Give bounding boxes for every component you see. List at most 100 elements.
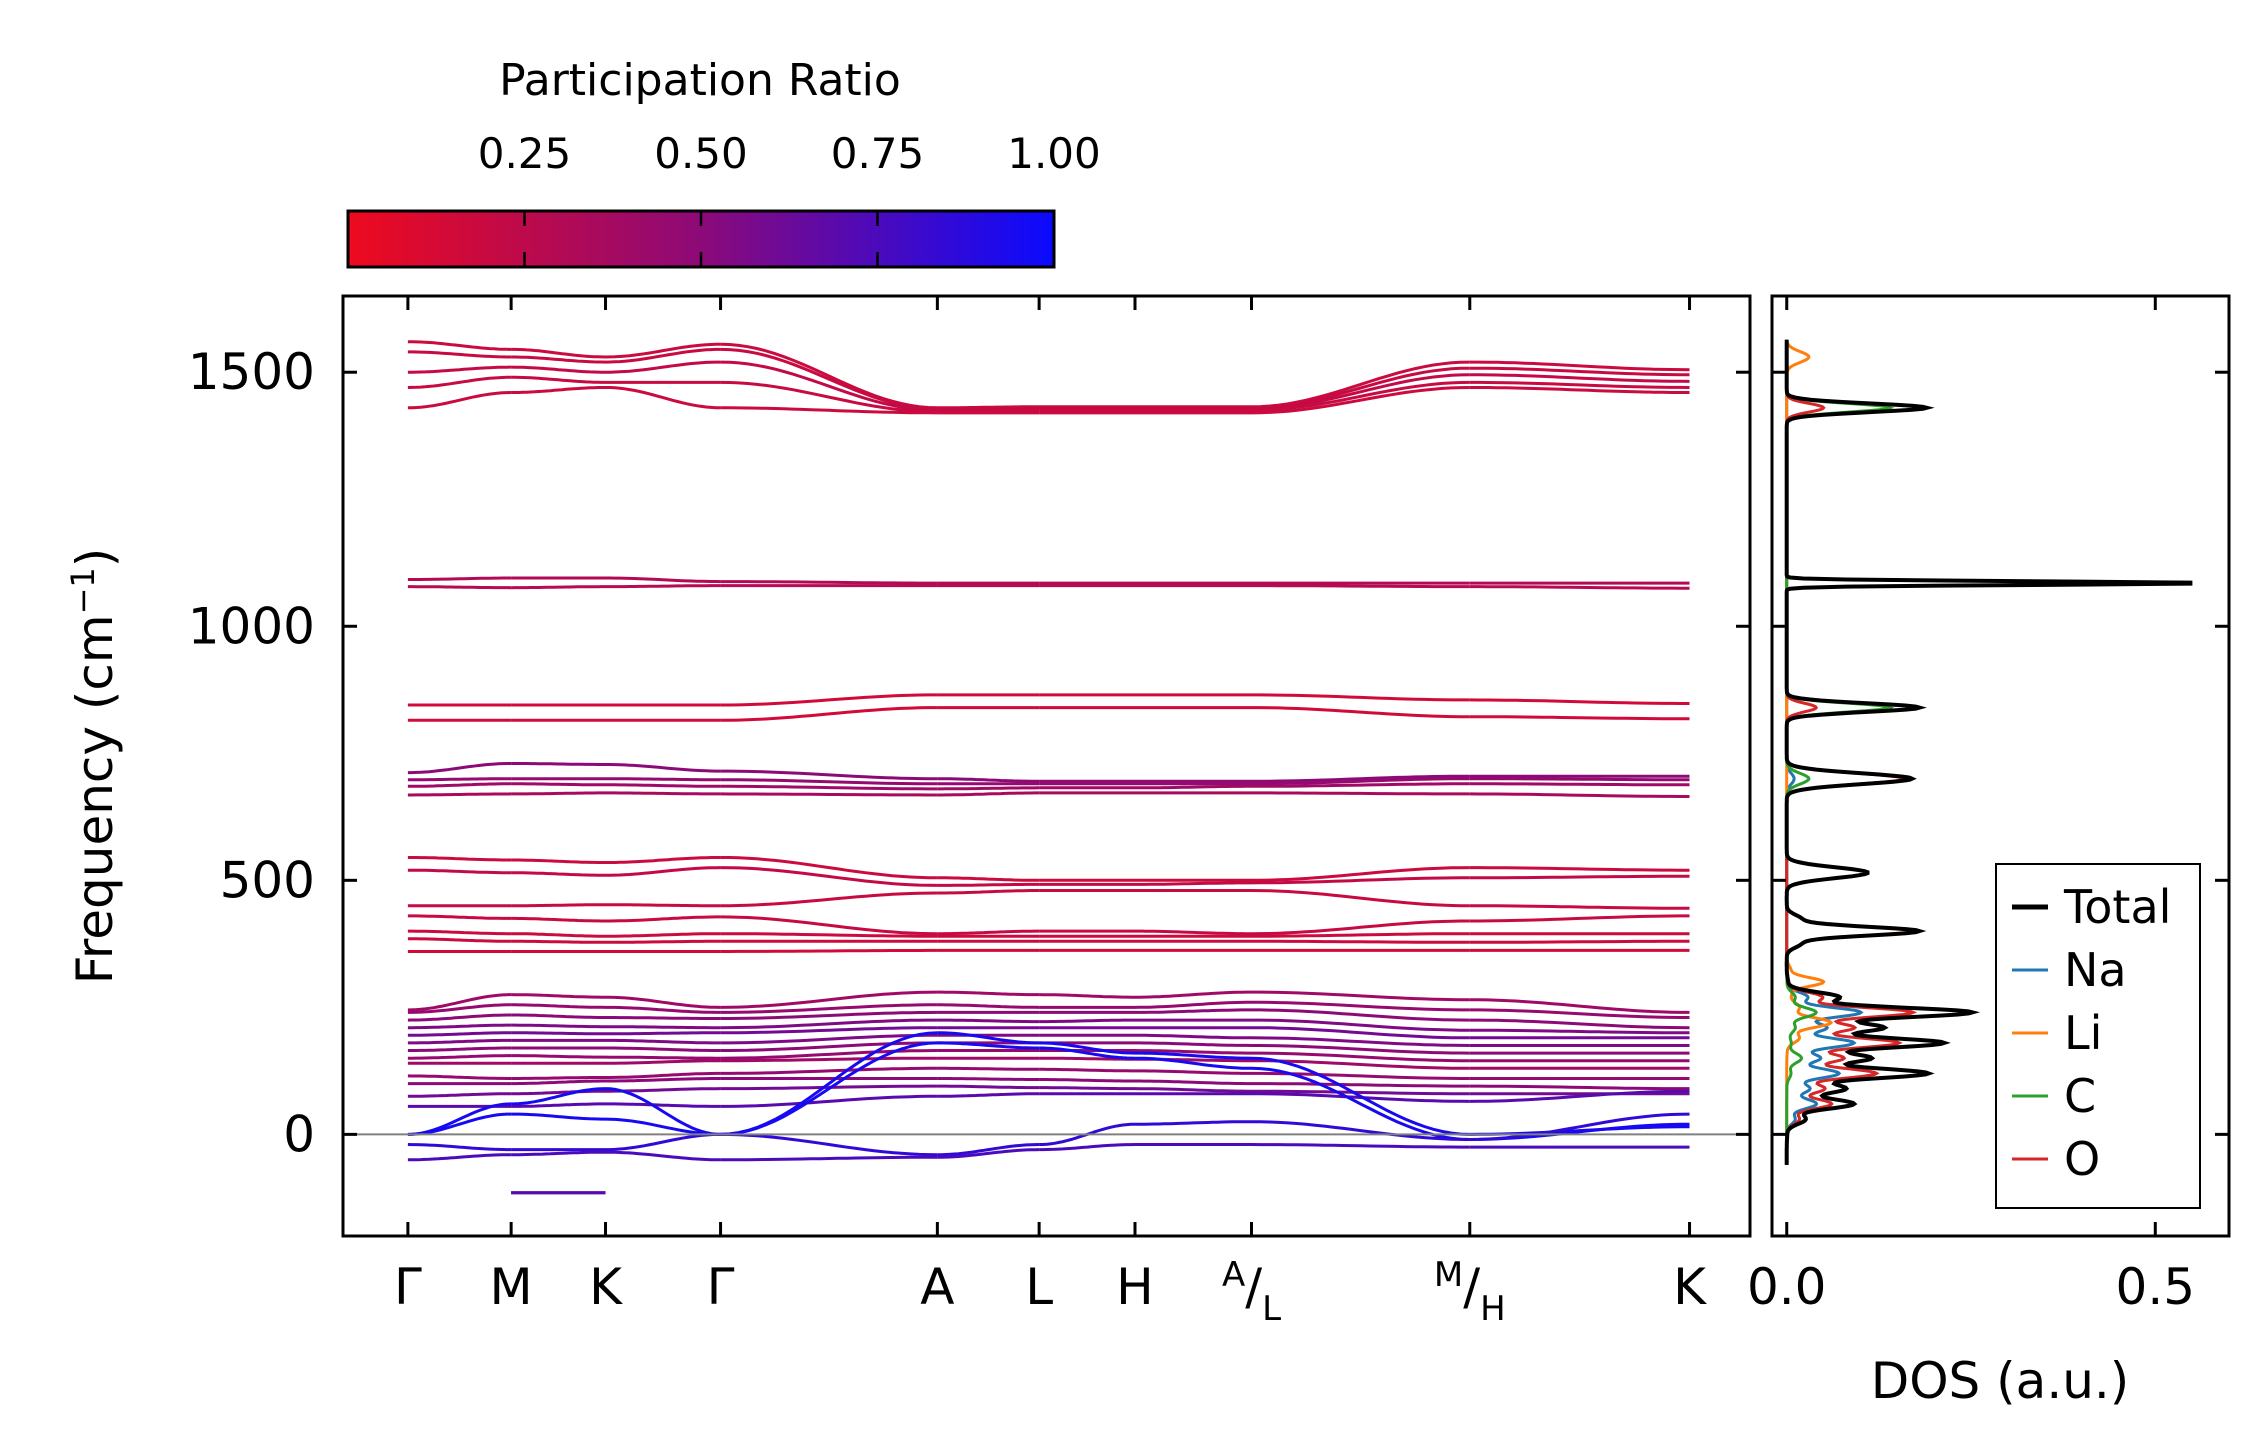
- colorbar-tick-label: 0.25: [478, 129, 572, 178]
- band-segment: [1039, 1056, 1135, 1061]
- band-soft-mode-2: [407, 1143, 1690, 1162]
- band-segment: [605, 1132, 721, 1152]
- band-segment: [511, 1013, 606, 1019]
- band-segment: [511, 1150, 606, 1157]
- band-segment: [937, 1084, 1040, 1090]
- kpoint-label: A/L: [1222, 1255, 1281, 1329]
- band-segment: [511, 782, 606, 787]
- band-segment: [407, 576, 512, 581]
- band-segment: [720, 1010, 938, 1020]
- band-segment: [720, 360, 938, 412]
- band-segment: [937, 1003, 1040, 1009]
- band-segment: [1469, 874, 1690, 880]
- band-segment: [1135, 881, 1252, 886]
- kpoint-label-super: A: [1222, 1255, 1245, 1295]
- band-segment: [720, 706, 938, 722]
- band-band-680: [407, 782, 1690, 791]
- band-segment: [407, 1031, 512, 1037]
- dos-x-tick-label: 0.0: [1747, 1258, 1827, 1316]
- band-segment: [605, 763, 721, 773]
- band-segment: [407, 1054, 512, 1060]
- band-band-480: [407, 889, 1690, 910]
- band-segment: [720, 1041, 938, 1136]
- kpoint-label: K: [589, 1258, 623, 1316]
- band-segment: [937, 990, 1040, 997]
- band-y-tick-label: 1000: [188, 597, 315, 655]
- band-segment: [511, 939, 606, 944]
- legend-label-total: Total: [2063, 880, 2171, 934]
- band-segment: [1251, 1120, 1470, 1141]
- band-segment: [937, 1041, 1040, 1050]
- legend-items: Total Na Li CO: [2012, 880, 2171, 1186]
- band-segment: [1469, 698, 1690, 705]
- band-band-230: [407, 1008, 1690, 1030]
- band-segment: [1039, 993, 1135, 999]
- band-segment: [1135, 990, 1252, 999]
- band-segment: [407, 585, 512, 590]
- band-segment: [511, 1076, 606, 1080]
- dos-lines: [1784, 339, 2193, 1165]
- band-band-1455: [407, 375, 1690, 414]
- band-segment: [1469, 1084, 1690, 1091]
- band-segment: [1251, 1143, 1470, 1149]
- band-soft-mode-1: [407, 1112, 1690, 1157]
- band-segment: [1039, 1143, 1136, 1152]
- dos-curve-total: [1784, 339, 2193, 1165]
- band-band-180: [407, 1033, 1690, 1047]
- band-segment: [937, 791, 1040, 797]
- band-band-430: [407, 914, 1690, 936]
- band-segment: [1039, 1041, 1136, 1055]
- band-segment: [605, 360, 721, 374]
- dos-curve-c: [1785, 339, 1895, 1165]
- band-segment: [937, 889, 1040, 895]
- band-band-395: [407, 929, 1690, 938]
- band-segment: [720, 693, 938, 707]
- band-segment: [511, 347, 606, 359]
- colorbar-tick-label: 0.50: [654, 129, 748, 178]
- band-segment: [511, 993, 606, 999]
- band-segment: [1469, 792, 1690, 798]
- band-segment: [720, 1003, 938, 1014]
- band-band-1075: [407, 584, 1690, 590]
- dos-panel: 0.0 0.5 DOS (a.u.) Total Na Li CO: [1747, 294, 2231, 1410]
- band-segment: [605, 856, 721, 864]
- band-segment: [1039, 1046, 1136, 1060]
- kpoint-label-sub: L: [1262, 1289, 1281, 1329]
- kpoint-label: L: [1025, 1258, 1053, 1316]
- band-band-115: [407, 1066, 1690, 1080]
- band-axes-frame: [341, 294, 1752, 1238]
- legend-frame: [1995, 863, 2201, 1209]
- band-segment: [937, 1018, 1040, 1024]
- band-segment: [605, 576, 721, 584]
- band-segment: [1251, 1071, 1470, 1080]
- band-segment: [511, 1089, 606, 1096]
- band-segment: [1251, 990, 1470, 1002]
- band-acoustic-2: [407, 1041, 1690, 1141]
- band-segment: [720, 580, 938, 585]
- kpoint-label-sub: H: [1480, 1289, 1506, 1329]
- band-segment: [1469, 1089, 1690, 1103]
- band-segment: [407, 1102, 512, 1136]
- kpoint-label: Γ: [394, 1258, 422, 1316]
- band-y-label-main: Frequency (cm: [66, 614, 124, 984]
- band-segment: [407, 350, 512, 359]
- band-segment: [1251, 1000, 1470, 1012]
- legend-label-li: Li: [2064, 1006, 2102, 1060]
- band-segment: [407, 1092, 512, 1098]
- band-segment: [1251, 1036, 1470, 1047]
- band-y-ticks: 0 500 1000 1500: [188, 343, 1750, 1163]
- band-band-665: [407, 791, 1690, 798]
- band-segment: [1251, 584, 1470, 589]
- band-segment: [407, 1038, 512, 1045]
- band-segment: [511, 1023, 606, 1029]
- band-band-715: [407, 762, 1690, 783]
- band-segment: [1251, 777, 1470, 786]
- band-segment: [720, 1056, 938, 1063]
- band-segment: [605, 866, 721, 877]
- band-segment: [1251, 932, 1470, 938]
- band-segment: [511, 355, 606, 364]
- band-segment: [511, 762, 606, 766]
- band-band-150: [407, 1049, 1690, 1063]
- band-segment: [1135, 1051, 1252, 1060]
- band-segment: [720, 380, 938, 414]
